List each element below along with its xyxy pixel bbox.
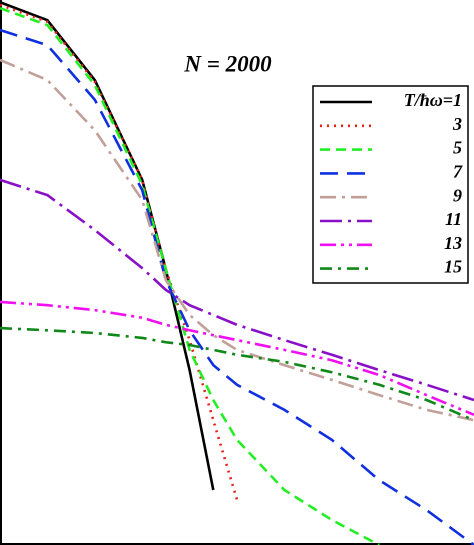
legend-label: 15: [444, 257, 462, 277]
series-line: [0, 300, 474, 416]
legend-label: T/ħω=1: [404, 90, 462, 110]
series-line: [0, 28, 474, 545]
legend-label: 7: [453, 162, 463, 182]
series-line: [0, 3, 239, 501]
legend-label: 13: [444, 233, 462, 253]
legend-label: 11: [445, 209, 462, 229]
series-line: [0, 6, 380, 545]
series-line: [0, 0, 215, 491]
legend-label: 5: [453, 138, 462, 158]
legend: [312, 85, 469, 284]
legend-label: 3: [452, 114, 462, 134]
series-line: [0, 326, 474, 422]
chart-title: N = 2000: [183, 51, 272, 76]
legend-label: 9: [453, 185, 462, 205]
series-line: [0, 58, 474, 422]
